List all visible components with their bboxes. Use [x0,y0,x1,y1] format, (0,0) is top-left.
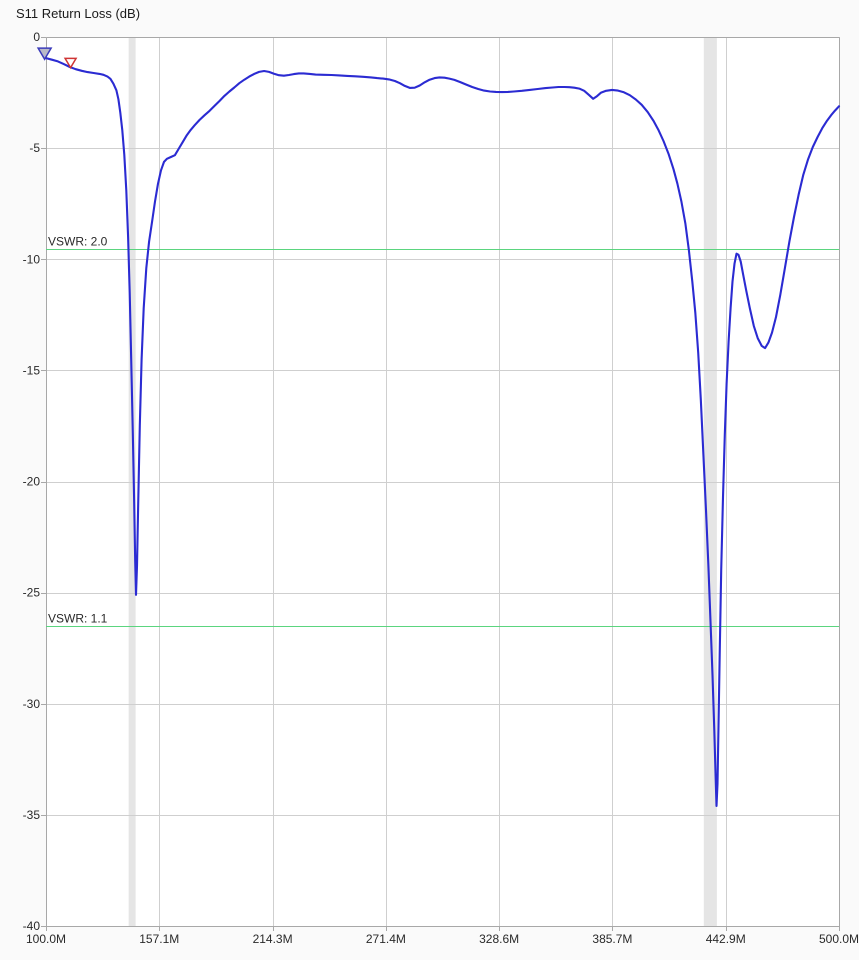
y-axis-tick-label: -15 [23,363,41,377]
y-axis-tick-label: -40 [23,919,41,933]
vswr-label-1: VSWR: 2.0 [48,235,108,249]
y-axis-tick-label: -30 [23,697,41,711]
s11-trace [44,57,841,808]
x-axis-tick-label: 500.0M [819,932,859,946]
x-axis-tick-label: 157.1M [139,932,179,946]
y-axis-tick-label: -20 [23,475,41,489]
vswr-label-2: VSWR: 1.1 [48,612,108,626]
highlight-band-2 [703,37,717,926]
y-axis-tick-label: -25 [23,586,41,600]
y-axis-tick-label: 0 [33,30,40,44]
plot-area [46,37,839,926]
y-axis-tick-label: -5 [29,141,40,155]
x-axis-tick-label: 385.7M [592,932,632,946]
x-axis-tick-label: 100.0M [26,932,66,946]
x-axis-tick-label: 328.6M [479,932,519,946]
marker-1-triangle[interactable] [36,47,53,61]
marker-2-triangle[interactable] [63,57,78,70]
chart-title: S11 Return Loss (dB) [16,6,141,21]
x-axis-tick-label: 214.3M [253,932,293,946]
highlight-band-1 [128,37,136,926]
x-axis-tick-label: 442.9M [706,932,746,946]
x-axis-tick-label: 271.4M [366,932,406,946]
y-axis-tick-label: -35 [23,808,41,822]
y-axis-tick-label: -10 [23,252,41,266]
